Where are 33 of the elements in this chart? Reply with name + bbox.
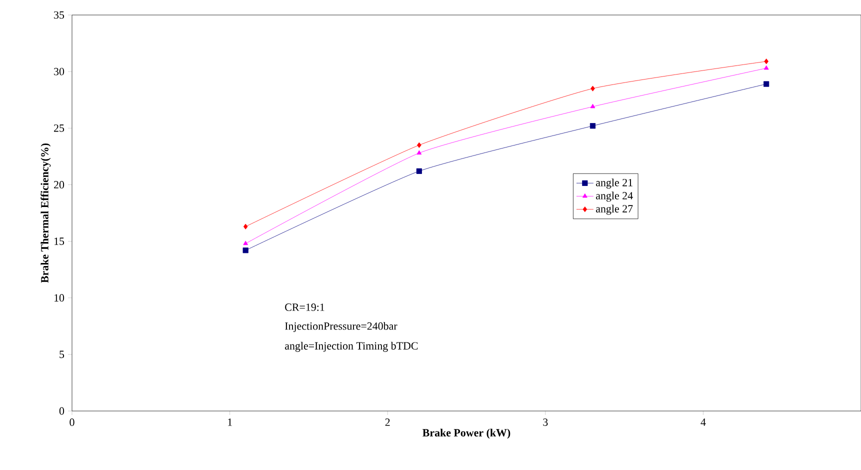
point	[417, 142, 422, 148]
y-tick-label: 5	[60, 350, 64, 358]
x-tick-label: 2	[385, 418, 390, 426]
y-tick-label: 35	[54, 11, 64, 19]
x-tick-label: 3	[543, 418, 548, 426]
point	[416, 150, 422, 155]
x-tick-label: 4	[700, 418, 706, 426]
y-tick-label: 10	[54, 294, 64, 302]
legend-label: angle 21	[596, 178, 632, 189]
point	[764, 58, 768, 64]
point	[590, 104, 596, 108]
point	[764, 81, 770, 87]
point	[590, 86, 595, 92]
legend-label: angle 24	[596, 192, 633, 202]
point	[242, 248, 248, 254]
y-axis-title: Brake Thermal Efficiency(%)	[40, 143, 51, 283]
point	[764, 65, 769, 70]
annotation: InjectionPressure=240bar	[285, 322, 398, 332]
point	[243, 240, 248, 246]
y-tick-label: 20	[54, 181, 64, 188]
point	[590, 123, 596, 129]
annotation: CR=19:1	[285, 304, 324, 311]
x-tick-label: 1	[228, 418, 232, 426]
y-tick-label: 0	[59, 407, 64, 415]
x-tick-label: 0	[70, 418, 74, 426]
y-tick-label: 25	[54, 124, 64, 132]
annotation: angle=Injection Timing bTDC	[285, 342, 418, 352]
x-axis-title: Brake Power (kW)	[422, 428, 510, 439]
y-tick-label: 30	[54, 68, 64, 76]
legend-label: angle 27	[596, 204, 633, 215]
point	[243, 224, 248, 230]
point	[416, 168, 422, 174]
y-tick-label: 15	[54, 238, 64, 245]
